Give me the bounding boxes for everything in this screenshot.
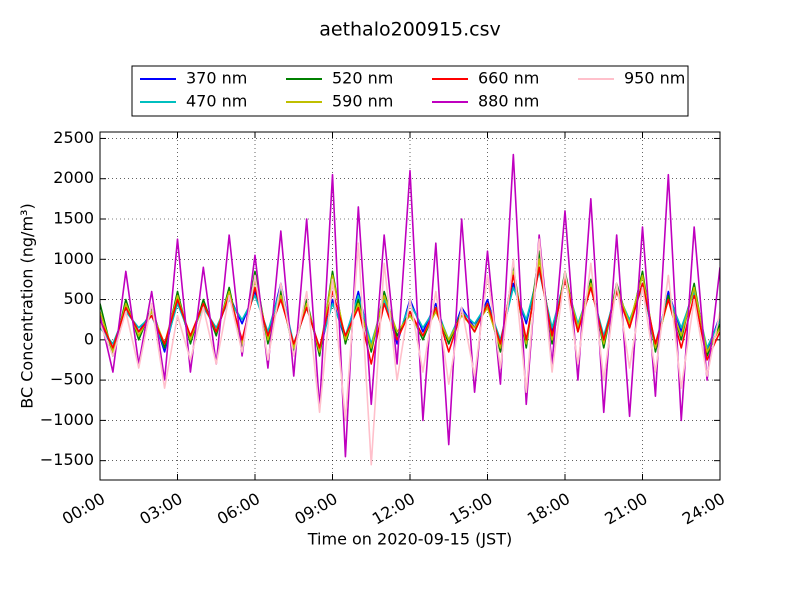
legend-label: 880 nm	[478, 92, 539, 111]
plot-lines	[100, 153, 720, 466]
y-tick-label: 1500	[53, 209, 94, 228]
legend-label: 520 nm	[332, 69, 393, 88]
chart-title: aethalo200915.csv	[319, 19, 501, 41]
legend-label: 590 nm	[332, 92, 393, 111]
y-tick-label: −500	[50, 370, 94, 389]
y-axis-label: BC Concentration (ng/m³)	[18, 203, 37, 408]
y-tick-label: 500	[63, 289, 94, 308]
y-tick-label: −1500	[40, 450, 94, 469]
y-tick-label: 0	[84, 329, 94, 348]
plot-frame	[99, 131, 721, 481]
x-axis-label: Time on 2020-09-15 (JST)	[307, 530, 512, 549]
data-line	[100, 153, 720, 458]
legend-label: 950 nm	[624, 69, 685, 88]
y-tick-label: 2000	[53, 168, 94, 187]
y-tick-label: 1000	[53, 249, 94, 268]
legend-label: 370 nm	[186, 69, 247, 88]
y-tick-label: −1000	[40, 410, 94, 429]
data-line	[100, 266, 720, 365]
legend-box	[131, 65, 689, 117]
y-tick-label: 2500	[53, 128, 94, 147]
legend-label: 660 nm	[478, 69, 539, 88]
legend-label: 470 nm	[186, 92, 247, 111]
data-line	[100, 238, 720, 466]
